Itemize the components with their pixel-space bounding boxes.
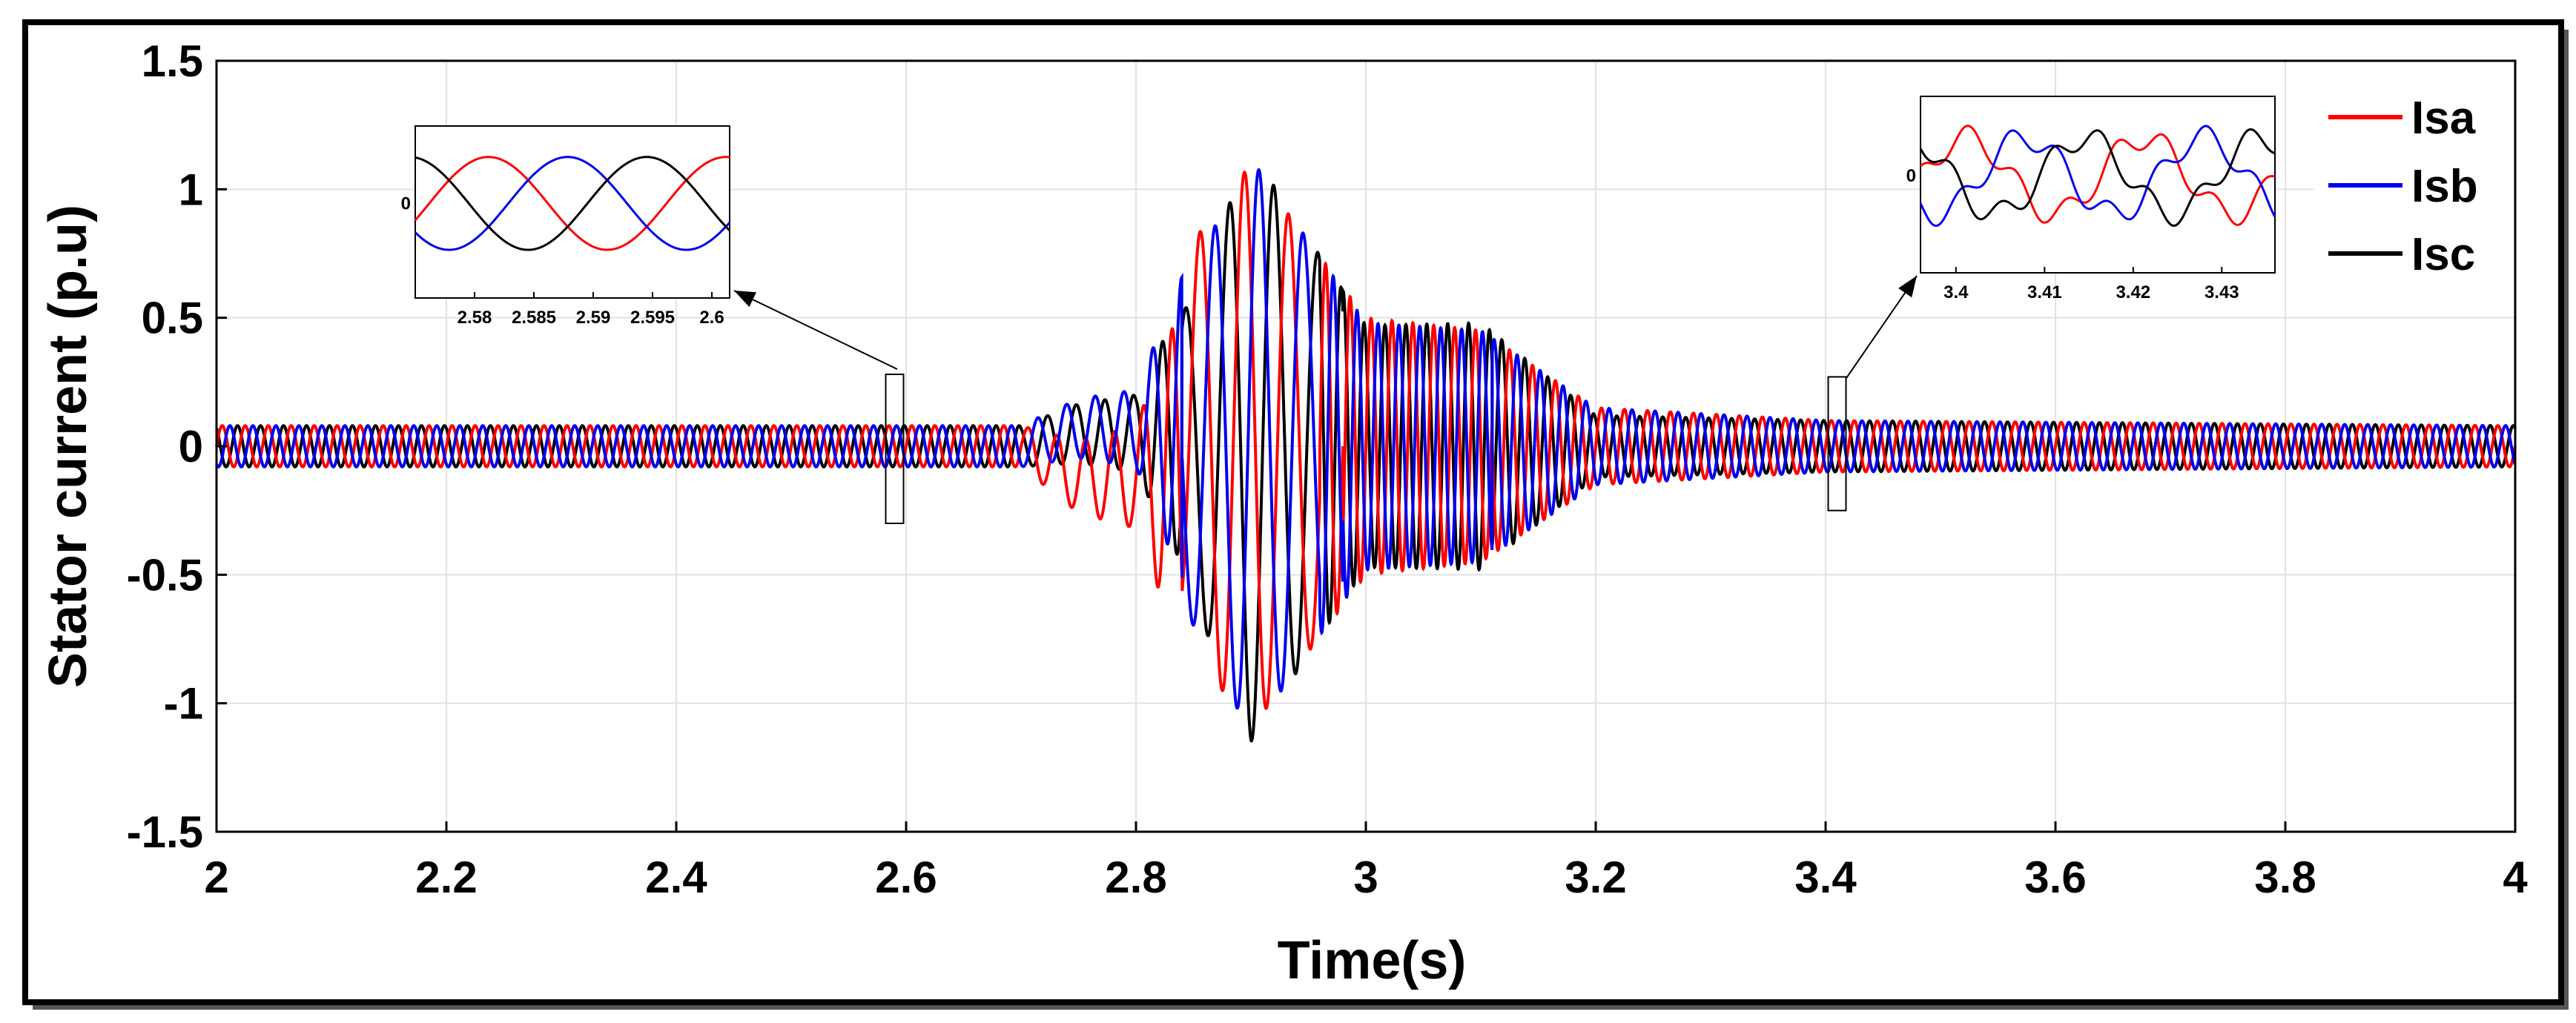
inset-x-tick-label: 3.4: [1943, 282, 1969, 302]
insets: 0 2.58 2.585 2.59 2.595 2.6 0 3.4 3.41 3.42 3.43: [401, 96, 2276, 524]
inset-series-isc: [1919, 128, 2276, 228]
zoom-region-marker: [885, 373, 905, 524]
x-tick-label: 3.4: [1794, 853, 1857, 902]
series-line-isc: [215, 183, 2517, 743]
inset-y-tick-label: 0: [401, 193, 411, 213]
inset-box: [415, 125, 730, 299]
x-axis-label: Time(s): [1278, 931, 1467, 990]
y-tick-label: -1: [164, 679, 203, 729]
x-tick-label: 3.2: [1565, 853, 1626, 902]
zoom-region-marker: [1827, 376, 1847, 512]
inset-series-isb: [1919, 125, 2276, 227]
x-tick-label: 3: [1353, 853, 1378, 902]
legend-label-isb: Isb: [2411, 161, 2478, 212]
x-tick-label: 2.6: [875, 853, 937, 902]
axis-ticks: 2 2.2 2.4 2.6 2.8 3 3.2 3.4 3.6 3.8 4 1.5 1 0.5 0 -0.5 -…: [127, 36, 2529, 902]
x-tick-label: 2.2: [415, 853, 477, 902]
inset-series-isa: [414, 156, 730, 251]
x-tick-label: 3.6: [2024, 853, 2086, 902]
inset-x-tick-label: 3.41: [2027, 282, 2062, 302]
inset-series-isb: [414, 156, 731, 251]
inset-x-tick-label: 2.58: [458, 308, 492, 328]
inset-x-tick-label: 2.585: [512, 308, 556, 328]
y-tick-label: 0: [179, 422, 203, 471]
y-tick-label: 1.5: [142, 36, 203, 86]
inset-series-isc: [415, 156, 731, 251]
y-tick-label: -1.5: [127, 807, 203, 857]
legend-label-isc: Isc: [2411, 229, 2475, 280]
zoom-arrow-head: [734, 291, 756, 308]
inset-x-tick-label: 2.59: [576, 308, 611, 328]
series-line-isb: [215, 168, 2517, 710]
legend-label-isa: Isa: [2411, 93, 2476, 144]
inset-x-tick-label: 3.43: [2205, 282, 2239, 302]
x-tick-label: 3.8: [2254, 853, 2316, 902]
x-tick-label: 2.4: [645, 853, 707, 902]
inset-x-tick-label: 2.595: [630, 308, 675, 328]
inset-x-tick-label: 3.42: [2116, 282, 2150, 302]
series-line-isa: [215, 170, 2517, 710]
inset-x-tick-label: 2.6: [699, 308, 724, 328]
y-axis-label: Stator current (p.u): [39, 205, 98, 688]
y-tick-label: -0.5: [127, 550, 203, 600]
x-tick-label: 2.8: [1105, 853, 1166, 902]
zoom-arrow-head: [1898, 276, 1917, 298]
x-tick-label: 2: [204, 853, 228, 902]
inset-series-isa: [1919, 125, 2276, 226]
zoom-arrow-line: [733, 290, 898, 370]
y-tick-label: 0.5: [142, 294, 203, 343]
y-tick-label: 1: [179, 165, 203, 214]
legend: Isa Isb Isc: [2314, 89, 2514, 282]
x-tick-label: 4: [2503, 853, 2528, 902]
inset-y-tick-label: 0: [1906, 166, 1916, 186]
